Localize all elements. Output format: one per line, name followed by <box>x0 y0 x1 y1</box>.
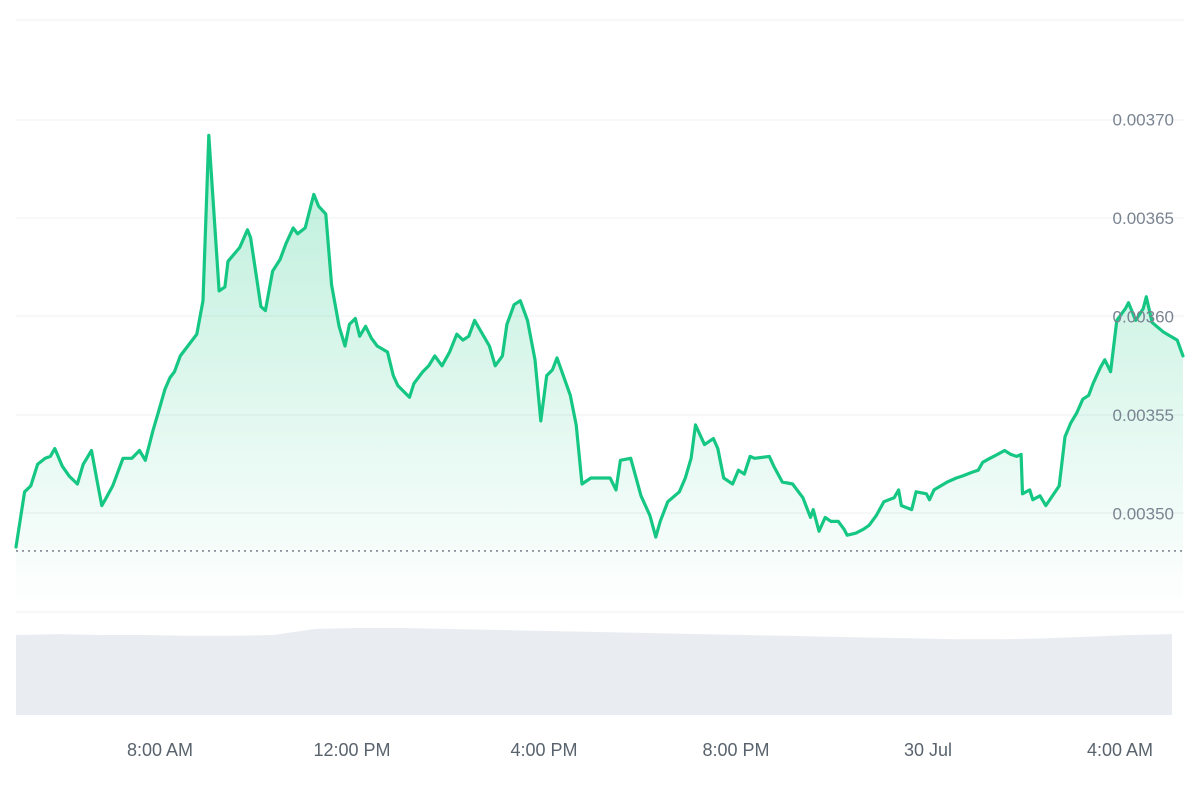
volume-silhouette <box>16 628 1172 715</box>
price-area <box>16 135 1183 613</box>
y-tick-label: 0.00355 <box>1113 406 1174 425</box>
x-axis-ticks: 8:00 AM 12:00 PM 4:00 PM 8:00 PM 30 Jul 4:00 … <box>127 740 1153 760</box>
price-line <box>14 133 1185 549</box>
x-tick-label: 4:00 PM <box>510 740 577 760</box>
price-area-fill <box>16 135 1183 613</box>
x-tick-label: 4:00 AM <box>1087 740 1153 760</box>
y-tick-label: 0.00360 <box>1113 308 1174 327</box>
y-tick-label: 0.00350 <box>1113 505 1174 524</box>
price-series-line <box>14 133 1185 549</box>
x-tick-label: 30 Jul <box>904 740 952 760</box>
x-tick-label: 12:00 PM <box>313 740 390 760</box>
y-axis-ticks: 0.00370 0.00365 0.00360 0.00355 0.00350 <box>1113 111 1174 524</box>
x-tick-label: 8:00 PM <box>702 740 769 760</box>
x-tick-label: 8:00 AM <box>127 740 193 760</box>
y-tick-label: 0.00370 <box>1113 111 1174 130</box>
y-tick-label: 0.00365 <box>1113 209 1174 228</box>
volume-area <box>16 628 1172 715</box>
